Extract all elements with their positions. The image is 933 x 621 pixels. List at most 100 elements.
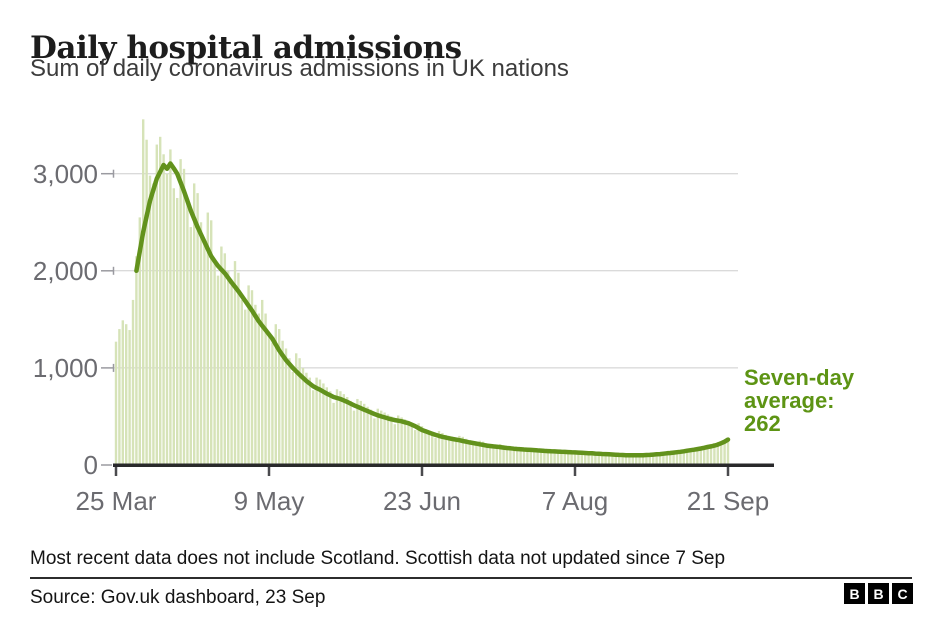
daily-admissions-bar	[526, 448, 529, 465]
daily-admissions-bar	[298, 358, 301, 465]
daily-admissions-bar	[138, 217, 141, 465]
daily-admissions-bar	[478, 440, 481, 465]
daily-admissions-bar	[454, 441, 458, 465]
daily-admissions-bar	[448, 435, 451, 465]
daily-admissions-bar	[434, 437, 437, 465]
daily-admissions-bar	[618, 456, 621, 465]
daily-admissions-bar	[539, 448, 543, 465]
daily-admissions-bar	[655, 453, 658, 465]
daily-admissions-bar	[482, 441, 485, 465]
daily-admissions-bar	[495, 448, 498, 465]
daily-admissions-bar	[152, 183, 155, 465]
daily-admissions-bar	[346, 397, 349, 465]
daily-admissions-bar	[553, 450, 556, 465]
daily-admissions-bar	[611, 453, 614, 465]
daily-admissions-bar	[291, 371, 294, 465]
daily-admissions-bar	[420, 426, 424, 465]
x-axis-tick-label: 23 Jun	[382, 486, 462, 516]
daily-admissions-bar	[662, 452, 665, 465]
daily-admissions-bar	[216, 275, 220, 465]
daily-admissions-bar	[492, 445, 495, 465]
daily-admissions-bar	[165, 173, 169, 465]
page-title: Daily hospital admissions	[30, 29, 462, 66]
daily-admissions-bar	[203, 241, 206, 465]
annotation-label: Seven-day average:	[744, 365, 855, 413]
daily-admissions-bar	[601, 452, 604, 465]
y-axis-tick-label: 3,000	[32, 159, 98, 189]
daily-admissions-bar	[383, 412, 386, 465]
daily-admissions-bar	[356, 398, 359, 465]
daily-admissions-bar	[658, 455, 662, 465]
seven-day-average-annotation: Seven-day average: 262	[744, 366, 870, 435]
daily-admissions-bar	[410, 423, 413, 465]
daily-admissions-bar	[305, 372, 308, 465]
daily-admissions-bar	[213, 261, 216, 465]
daily-admissions-bar	[329, 391, 332, 465]
daily-admissions-bar	[179, 159, 182, 465]
daily-admissions-bar	[563, 450, 566, 465]
daily-admissions-bar	[142, 119, 145, 465]
daily-admissions-bar	[189, 227, 192, 465]
daily-admissions-bar	[261, 299, 264, 465]
daily-admissions-bar	[709, 444, 713, 465]
daily-admissions-bar	[587, 452, 590, 465]
daily-admissions-bar	[366, 406, 369, 465]
daily-admissions-bar	[274, 324, 277, 465]
daily-admissions-bar	[186, 202, 189, 465]
daily-admissions-bar	[125, 324, 128, 465]
daily-admissions-bar	[665, 451, 668, 465]
daily-admissions-bar	[696, 446, 699, 465]
source-credit: Source: Gov.uk dashboard, 23 Sep	[30, 587, 326, 608]
daily-admissions-bar	[332, 402, 335, 465]
daily-admissions-bar	[352, 410, 356, 465]
x-axis-tick-label: 21 Sep	[686, 486, 770, 516]
daily-admissions-bar	[441, 432, 444, 465]
daily-admissions-bar	[335, 389, 339, 465]
daily-admissions-bar	[669, 451, 672, 465]
daily-admissions-bar	[254, 304, 257, 465]
daily-admissions-bar	[369, 409, 373, 465]
x-axis-tick	[726, 467, 730, 476]
daily-admissions-bar	[427, 431, 430, 465]
daily-admissions-bar	[679, 452, 682, 465]
daily-admissions-bar	[550, 450, 553, 465]
daily-admissions-bar	[703, 445, 706, 465]
daily-admissions-bar	[461, 436, 464, 465]
daily-admissions-bar	[672, 451, 675, 465]
daily-admissions-bar	[322, 383, 325, 465]
daily-admissions-bar	[597, 454, 600, 465]
daily-admissions-bar	[675, 450, 679, 465]
daily-admissions-bar	[237, 272, 240, 465]
daily-admissions-bar	[318, 379, 322, 465]
chart-canvas	[101, 119, 774, 476]
x-axis-tick-label: 9 May	[233, 486, 305, 516]
daily-admissions-bar	[206, 212, 209, 465]
daily-admissions-bar	[624, 454, 628, 465]
daily-admissions-bar	[631, 454, 634, 465]
daily-admissions-bar	[390, 416, 393, 465]
x-axis	[113, 463, 774, 467]
annotation-value: 262	[744, 411, 781, 436]
daily-admissions-bar	[210, 220, 213, 465]
daily-admissions-bar	[522, 447, 526, 465]
daily-admissions-bar	[128, 330, 131, 465]
daily-admissions-bar	[131, 299, 135, 465]
daily-admissions-bar	[424, 429, 427, 465]
daily-admissions-bar	[713, 443, 716, 465]
daily-admissions-bar	[536, 451, 539, 465]
daily-admissions-bar	[227, 270, 230, 465]
daily-admissions-bar	[315, 377, 318, 465]
daily-admissions-bar	[465, 438, 468, 465]
daily-admissions-bar	[407, 421, 410, 465]
daily-admissions-bar	[468, 440, 471, 465]
daily-admissions-bar	[145, 139, 148, 465]
daily-admissions-bar	[359, 400, 362, 465]
daily-admissions-bar	[590, 452, 594, 465]
daily-admissions-bar	[308, 377, 311, 465]
daily-admissions-bar	[414, 430, 417, 465]
daily-admissions-bar	[509, 446, 512, 465]
daily-admissions-bar	[692, 447, 696, 465]
daily-admissions-bar	[543, 449, 546, 465]
daily-admissions-bar	[121, 320, 124, 465]
daily-admissions-bar	[397, 415, 400, 465]
